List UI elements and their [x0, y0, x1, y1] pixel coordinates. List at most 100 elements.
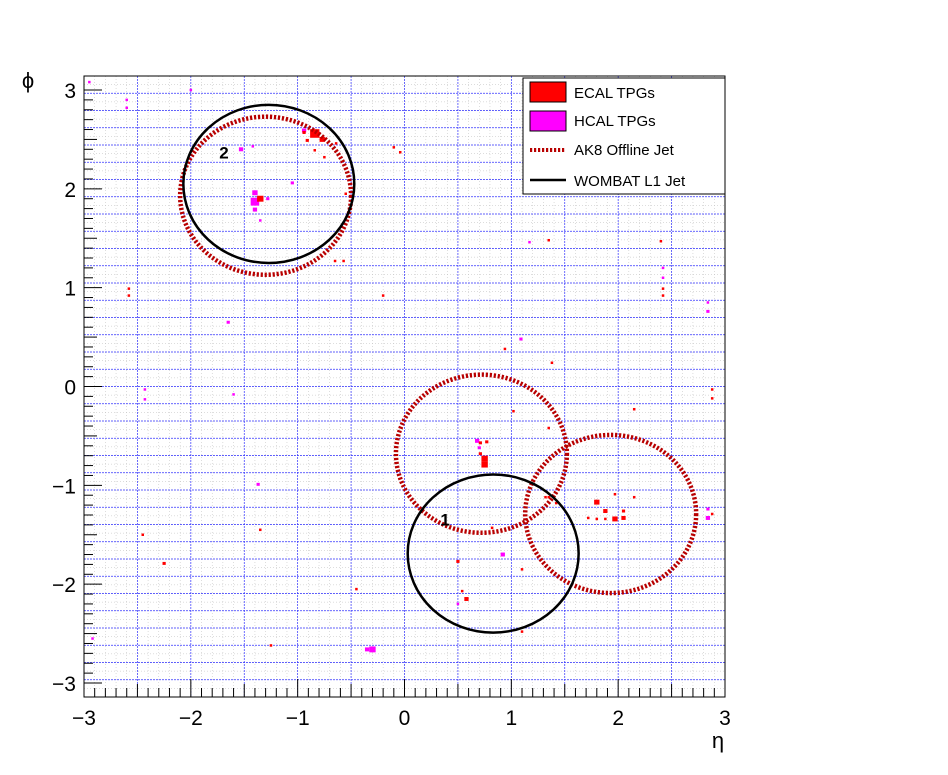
ecal-tpg	[127, 287, 131, 290]
ecal-tpg	[269, 644, 273, 647]
hcal-tpg	[259, 219, 262, 222]
ecal-tpg	[547, 495, 550, 499]
hcal-tpg	[250, 197, 260, 206]
y-tick-label: 1	[64, 278, 76, 301]
ecal-tpg	[381, 294, 385, 297]
ecal-tpg	[621, 509, 626, 513]
ecal-tpg	[333, 259, 337, 263]
ak8-jet-circle	[177, 114, 354, 278]
ecal-tpg	[162, 561, 166, 565]
wombat-jet-circle	[406, 473, 580, 634]
hcal-tpg	[143, 388, 147, 391]
ecal-tpg	[612, 516, 618, 522]
y-tick-label: −3	[52, 673, 76, 696]
ecal-tpg	[613, 492, 617, 496]
ecal-tpg	[485, 440, 489, 444]
hcal-tpg	[706, 309, 710, 313]
ecal-tpg	[603, 509, 608, 514]
legend-label-ecal: ECAL TPGs	[574, 85, 655, 102]
x-tick-label: 3	[719, 707, 731, 730]
legend-label-hcal: HCAL TPGs	[574, 113, 656, 130]
ecal-tpg	[355, 587, 358, 591]
hcal-tpg	[519, 337, 523, 341]
ecal-tpg	[520, 568, 524, 571]
hcal-tpg	[500, 552, 505, 557]
y-tick-label: 3	[64, 80, 76, 103]
legend-label-ak8: AK8 Offline Jet	[574, 142, 675, 159]
ecal-tpg	[323, 155, 326, 159]
hcal-tpg	[232, 393, 235, 396]
ak8-jet-circle	[393, 372, 570, 536]
ecal-tpg	[587, 516, 590, 520]
jet-labels: 21	[219, 144, 450, 530]
hcal-tpg	[91, 637, 94, 640]
ecal-tpg	[490, 526, 494, 530]
ecal-tpg	[595, 517, 599, 521]
ecal-tpg	[544, 495, 547, 499]
y-tick-label: −1	[52, 475, 76, 498]
hcal-tpg	[661, 276, 665, 280]
hcal-tpg	[189, 88, 193, 92]
ak8-jet-circle	[522, 432, 699, 596]
ecal-tpg	[503, 347, 507, 351]
ecal-tpg	[594, 499, 600, 505]
ecal-tpg	[481, 461, 488, 468]
hcal-tpg	[706, 301, 710, 304]
ecal-tpg	[520, 630, 524, 633]
x-tick-label: −3	[72, 707, 96, 730]
ecal-tpg	[464, 597, 469, 601]
x-tick-label: 1	[505, 707, 517, 730]
ecal-tpg	[392, 146, 396, 149]
legend-label-wombat: WOMBAT L1 Jet	[574, 173, 686, 190]
axis-ticks	[83, 89, 726, 697]
ecal-tpg	[550, 361, 554, 365]
hcal-tpg	[456, 602, 460, 606]
y-tick-label: −2	[52, 574, 76, 597]
hcal-tpg	[252, 190, 258, 196]
ecal-tpg	[621, 515, 626, 520]
ecal-tpg	[547, 426, 550, 430]
wombat-jet-label: 2	[219, 144, 228, 163]
wombat-jet-label: 1	[440, 510, 449, 529]
y-axis-title: ϕ	[22, 68, 34, 93]
legend-swatch-hcal	[529, 110, 567, 132]
ecal-tpg	[659, 239, 663, 243]
wombat-jet-circle	[182, 103, 356, 265]
ecal-tpg	[554, 501, 558, 505]
ecal-tpg	[661, 294, 665, 297]
ecal-tpg	[481, 455, 488, 462]
legend-swatch-ecal	[529, 81, 567, 103]
ecal-tpg	[302, 131, 306, 134]
legend: ECAL TPGs HCAL TPGs AK8 Offline Jet WOMB…	[522, 77, 726, 195]
hcal-tpg	[706, 507, 710, 511]
axis-tick-labels: −3 −2 −1 0 1 2 3 −3 −2 −1 0 1 2 3	[52, 80, 731, 730]
ecal-tpg	[344, 192, 347, 196]
hcal-tpg	[252, 207, 258, 212]
ecal-tpg	[398, 151, 402, 154]
hcal-tpg	[143, 398, 147, 401]
ecal-tpg	[313, 149, 317, 152]
hcal-tpg	[125, 106, 128, 110]
ecal-tpg	[632, 407, 636, 411]
hcal-tpg	[528, 240, 531, 244]
hcal-tpg	[661, 266, 665, 270]
hcal-tpg	[125, 98, 128, 102]
hcal-tpg	[477, 446, 481, 450]
ecal-tpg	[710, 388, 714, 391]
hcal-tpg	[238, 147, 244, 152]
ecal-tpg	[334, 142, 338, 145]
hcal-tpg	[301, 128, 307, 133]
ecal-tpg	[604, 517, 607, 521]
ecal-tpg	[342, 259, 345, 263]
y-tick-label: 0	[64, 377, 76, 400]
ecal-tpg	[257, 195, 264, 202]
ecal-tpg	[547, 238, 550, 242]
x-axis-title: η	[712, 728, 724, 753]
ecal-tpg	[456, 559, 460, 563]
ecal-tpg	[127, 294, 131, 297]
hcal-tpgs	[88, 80, 711, 653]
hcal-tpg	[475, 438, 480, 443]
ecal-tpg	[478, 452, 482, 456]
ecal-tpg	[141, 533, 145, 537]
